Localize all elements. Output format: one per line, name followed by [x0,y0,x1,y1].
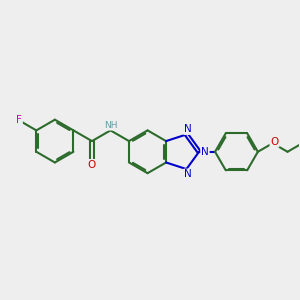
Text: O: O [88,160,96,170]
Text: O: O [270,137,279,147]
Text: N: N [184,169,192,179]
Text: F: F [16,115,22,125]
Text: N: N [184,124,192,134]
Text: N: N [201,147,209,157]
Text: NH: NH [104,121,118,130]
